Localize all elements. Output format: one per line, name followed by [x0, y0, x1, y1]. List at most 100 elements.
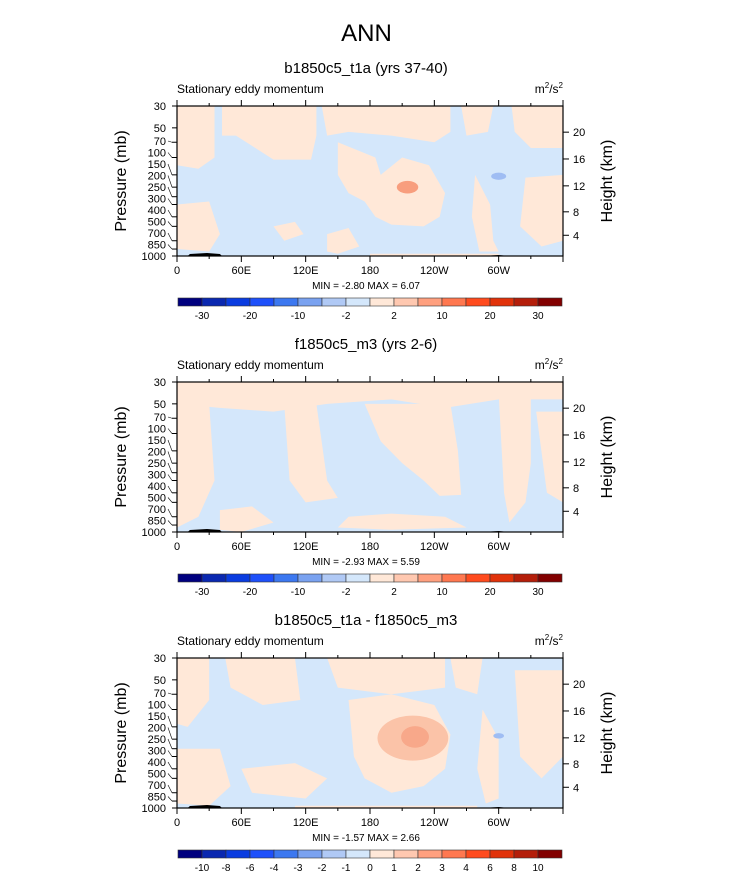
figure-title: ANN [341, 20, 392, 47]
contour-region-positive [520, 174, 563, 247]
units-label: m2/s2 [535, 633, 564, 648]
y-tick-label: 1000 [142, 251, 166, 263]
colorbar-label: -2 [342, 311, 351, 322]
y-tick-label: 70 [154, 412, 166, 424]
y-tick-label: 50 [154, 399, 166, 411]
y-tick-label: 100 [148, 148, 166, 160]
colorbar-box [297, 573, 323, 583]
colorbar-box [393, 573, 419, 583]
y-tick-label: 30 [154, 377, 166, 389]
colorbar-box [417, 849, 443, 859]
colorbar-box [489, 849, 515, 859]
y-right-tick-label: 8 [573, 207, 579, 219]
left-string: Stationary eddy momentum [177, 358, 324, 372]
colorbar: -30 -20 -10 -2 2 10 20 30 [177, 573, 563, 598]
topography [187, 805, 223, 808]
colorbar-label: -1 [342, 863, 351, 874]
y-tick-leader [167, 773, 173, 779]
y-right-tick-label: 16 [573, 154, 585, 166]
x-tick-label: 120E [293, 265, 319, 277]
y-right-tick-label: 4 [573, 782, 579, 794]
y-tick-label: 50 [154, 675, 166, 687]
y-tick-leader [167, 727, 173, 740]
y-tick-label: 400 [148, 481, 166, 493]
contour-region-positive [273, 221, 304, 241]
y-tick-label: 70 [154, 136, 166, 148]
units-label: m2/s2 [535, 357, 564, 372]
colorbar-box [537, 573, 563, 583]
y-tick-label: 400 [148, 205, 166, 217]
colorbar-label: 0 [367, 863, 373, 874]
y-tick-leader [167, 692, 173, 695]
y-tick-leader [167, 428, 173, 434]
colorbar-box [369, 849, 395, 859]
y-tick-label: 300 [148, 194, 166, 206]
y-right-tick-label: 4 [573, 506, 579, 518]
colorbar-box [513, 297, 539, 307]
x-tick-label: 60W [487, 265, 510, 277]
y-tick-label: 850 [148, 516, 166, 528]
panel-1: b1850c5_t1a (yrs 37-40) Stationary eddy m… [113, 60, 616, 322]
colorbar-label: -2 [342, 587, 351, 598]
units-label: m2/s2 [535, 81, 564, 96]
contour-region-positive [471, 174, 499, 252]
min-max-label: MIN = -1.57 MAX = 2.66 [312, 833, 420, 844]
y-tick-label: 300 [148, 470, 166, 482]
colorbar-box [249, 297, 275, 307]
colorbar-box [297, 297, 323, 307]
colorbar-label: 20 [484, 311, 496, 322]
x-tick-label: 180 [361, 541, 379, 553]
y-right-axis-label: Height (km) [599, 416, 616, 499]
y-tick-leader [167, 152, 173, 158]
colorbar-box [513, 849, 539, 859]
colorbar-label: 30 [532, 587, 544, 598]
colorbar-label: 6 [487, 863, 493, 874]
contour-region-positive [450, 658, 483, 695]
contour-region-positive [477, 709, 499, 804]
colorbar-box [417, 573, 443, 583]
contour-blob [493, 733, 505, 739]
colorbar: -10 -8 -6 -4 -3 -2 -1 0 1 2 3 4 6 8 10 [177, 849, 563, 874]
colorbar-label: -3 [294, 863, 303, 874]
y-tick-label: 150 [148, 435, 166, 447]
contour-region-positive [241, 763, 328, 799]
colorbar-box [489, 573, 515, 583]
y-tick-label: 1000 [142, 527, 166, 539]
x-tick-label: 60E [232, 817, 252, 829]
x-tick-label: 120E [293, 817, 319, 829]
contour-region-positive [219, 506, 274, 532]
y-tick-leader [167, 715, 173, 727]
topography [187, 253, 223, 256]
y-tick-leader [167, 462, 173, 473]
y-right-axis-label: Height (km) [599, 140, 616, 223]
colorbar-label: -10 [195, 863, 210, 874]
colorbar-box [345, 297, 371, 307]
y-tick-leader [167, 485, 173, 493]
contour-region-positive [337, 513, 467, 530]
y-tick-label: 700 [148, 228, 166, 240]
contour-region-positive [327, 228, 360, 254]
y-tick-label: 250 [148, 734, 166, 746]
colorbar-box [321, 297, 347, 307]
colorbar-box [225, 849, 251, 859]
x-tick-label: 60W [487, 817, 510, 829]
colorbar-box [465, 849, 491, 859]
colorbar-label: 30 [532, 311, 544, 322]
y-tick-label: 150 [148, 159, 166, 171]
colorbar-label: -8 [222, 863, 231, 874]
colorbar-box [345, 849, 371, 859]
contour-region-positive [284, 403, 338, 503]
contour-blob [396, 180, 419, 194]
min-max-label: MIN = -2.80 MAX = 6.07 [312, 281, 420, 292]
contour-region-positive [514, 670, 563, 779]
colorbar-box [441, 573, 467, 583]
y-tick-label: 300 [148, 746, 166, 758]
colorbar-box [441, 297, 467, 307]
y-right-tick-label: 16 [573, 706, 585, 718]
colorbar-label: -30 [195, 311, 210, 322]
contour-region-positive [364, 403, 462, 496]
y-right-axis-label: Height (km) [599, 692, 616, 775]
colorbar-label: -6 [246, 863, 255, 874]
x-tick-label: 0 [174, 541, 180, 553]
